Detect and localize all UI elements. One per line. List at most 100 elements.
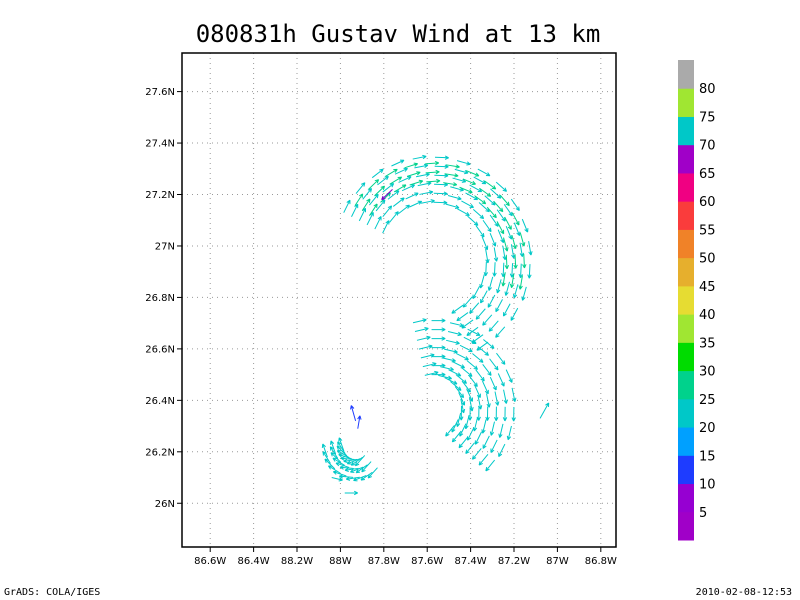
wind-arrow xyxy=(463,336,477,344)
colorbar-segment xyxy=(678,201,694,230)
wind-arrow xyxy=(444,173,459,178)
wind-arrow xyxy=(385,168,398,177)
y-tick-label: 26.6N xyxy=(145,344,175,355)
colorbar-label: 25 xyxy=(699,393,716,408)
wind-arrow xyxy=(496,279,502,294)
wind-arrow xyxy=(502,303,511,317)
wind-arrow xyxy=(511,387,517,402)
wind-arrow xyxy=(461,200,474,209)
wind-arrow xyxy=(478,453,489,466)
colorbar-segment xyxy=(678,257,694,287)
wind-arrow xyxy=(512,284,519,299)
wind-arrow xyxy=(504,216,512,230)
wind-arrow xyxy=(351,203,359,218)
wind-arrow xyxy=(331,477,343,482)
y-tick-label: 26.8N xyxy=(145,293,175,304)
wind-arrow xyxy=(466,360,479,370)
colorbar-label: 15 xyxy=(699,449,716,464)
wind-arrow xyxy=(495,299,503,313)
y-tick-label: 26N xyxy=(155,499,175,510)
colorbar-label: 50 xyxy=(699,252,716,267)
wind-arrow xyxy=(472,286,481,300)
wind-arrow xyxy=(521,286,527,301)
plot-frame xyxy=(181,52,617,548)
colorbar-segment xyxy=(678,229,694,259)
wind-arrow xyxy=(381,189,393,201)
wind-arrow xyxy=(367,467,378,479)
colorbar-label: 75 xyxy=(699,110,716,125)
wind-arrow xyxy=(472,353,484,363)
y-tick-label: 27N xyxy=(155,241,175,252)
wind-arrow xyxy=(472,417,479,432)
wind-arrow xyxy=(519,242,524,257)
wind-arrow xyxy=(450,186,464,192)
wind-arrow xyxy=(498,443,506,458)
wind-arrow xyxy=(518,263,523,279)
wind-arrow xyxy=(493,200,504,213)
wind-arrow xyxy=(426,178,441,184)
wind-arrow xyxy=(490,188,502,199)
y-tick-label: 26.2N xyxy=(145,447,175,458)
colorbar: 5 10 15 20 25 30 35 40 45 50 55 60 65 70 75 80 xyxy=(678,60,716,541)
wind-arrow xyxy=(528,241,533,256)
wind-arrow xyxy=(527,264,532,279)
wind-arrow xyxy=(450,381,462,391)
wind-arrow xyxy=(483,339,495,349)
wind-arrow xyxy=(496,221,505,235)
wind-arrow xyxy=(392,197,405,207)
wind-arrow xyxy=(454,386,465,399)
wind-arrow xyxy=(457,208,470,216)
wind-arrow xyxy=(451,419,459,433)
wind-arrow xyxy=(433,200,448,205)
wind-arrow xyxy=(497,373,505,387)
wind-arrow xyxy=(405,192,419,200)
wind-arrow xyxy=(424,370,439,376)
wind-arrow xyxy=(420,353,435,359)
wind-arrow xyxy=(360,471,373,481)
wind-arrow xyxy=(504,281,510,296)
colorbar-segment xyxy=(678,88,694,117)
wind-arrow xyxy=(357,415,362,429)
wind-arrow xyxy=(446,339,460,345)
wind-arrow xyxy=(505,369,513,383)
wind-arrow xyxy=(350,405,357,422)
wind-arrow xyxy=(345,476,360,481)
colorbar-segment xyxy=(678,144,694,174)
wind-arrow xyxy=(495,326,506,338)
wind-arrow xyxy=(431,372,446,377)
wind-arrow xyxy=(482,435,490,449)
y-tick-label: 27.2N xyxy=(145,190,175,201)
colorbar-label: 10 xyxy=(699,478,716,493)
wind-arrow xyxy=(346,458,361,465)
wind-arrow xyxy=(362,188,373,200)
colorbar-segment xyxy=(678,172,694,202)
wind-arrow xyxy=(454,168,469,175)
x-tick-label: 88W xyxy=(329,556,352,567)
wind-arrow xyxy=(324,458,336,470)
wind-arrow xyxy=(350,466,364,473)
wind-arrow xyxy=(434,155,449,160)
wind-arrow xyxy=(350,456,363,466)
wind-arrow xyxy=(471,448,482,460)
wind-arrow xyxy=(513,222,521,237)
colorbar-label: 40 xyxy=(699,308,716,323)
wind-arrow xyxy=(462,178,476,185)
wind-arrow xyxy=(444,377,458,385)
wind-arrow xyxy=(521,218,529,233)
wind-arrow xyxy=(459,406,464,421)
colorbar-label: 65 xyxy=(699,167,716,182)
x-tick-label: 87.2W xyxy=(498,556,530,567)
wind-arrow xyxy=(382,205,393,217)
wind-arrow xyxy=(522,253,527,269)
x-tick-label: 88.2W xyxy=(281,556,313,567)
wind-arrow xyxy=(414,327,429,333)
colorbar-segment xyxy=(678,483,694,513)
colorbar-segment xyxy=(678,398,694,428)
wind-arrow xyxy=(480,290,488,304)
wind-arrow xyxy=(338,437,345,452)
wind-arrow xyxy=(404,162,419,169)
y-tick-label: 27.4N xyxy=(145,139,175,150)
wind-arrow xyxy=(494,406,499,422)
wind-arrow xyxy=(494,391,500,406)
